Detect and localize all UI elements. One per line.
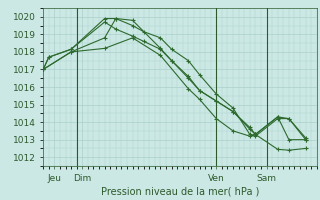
X-axis label: Pression niveau de la mer( hPa ): Pression niveau de la mer( hPa ) bbox=[101, 187, 259, 197]
